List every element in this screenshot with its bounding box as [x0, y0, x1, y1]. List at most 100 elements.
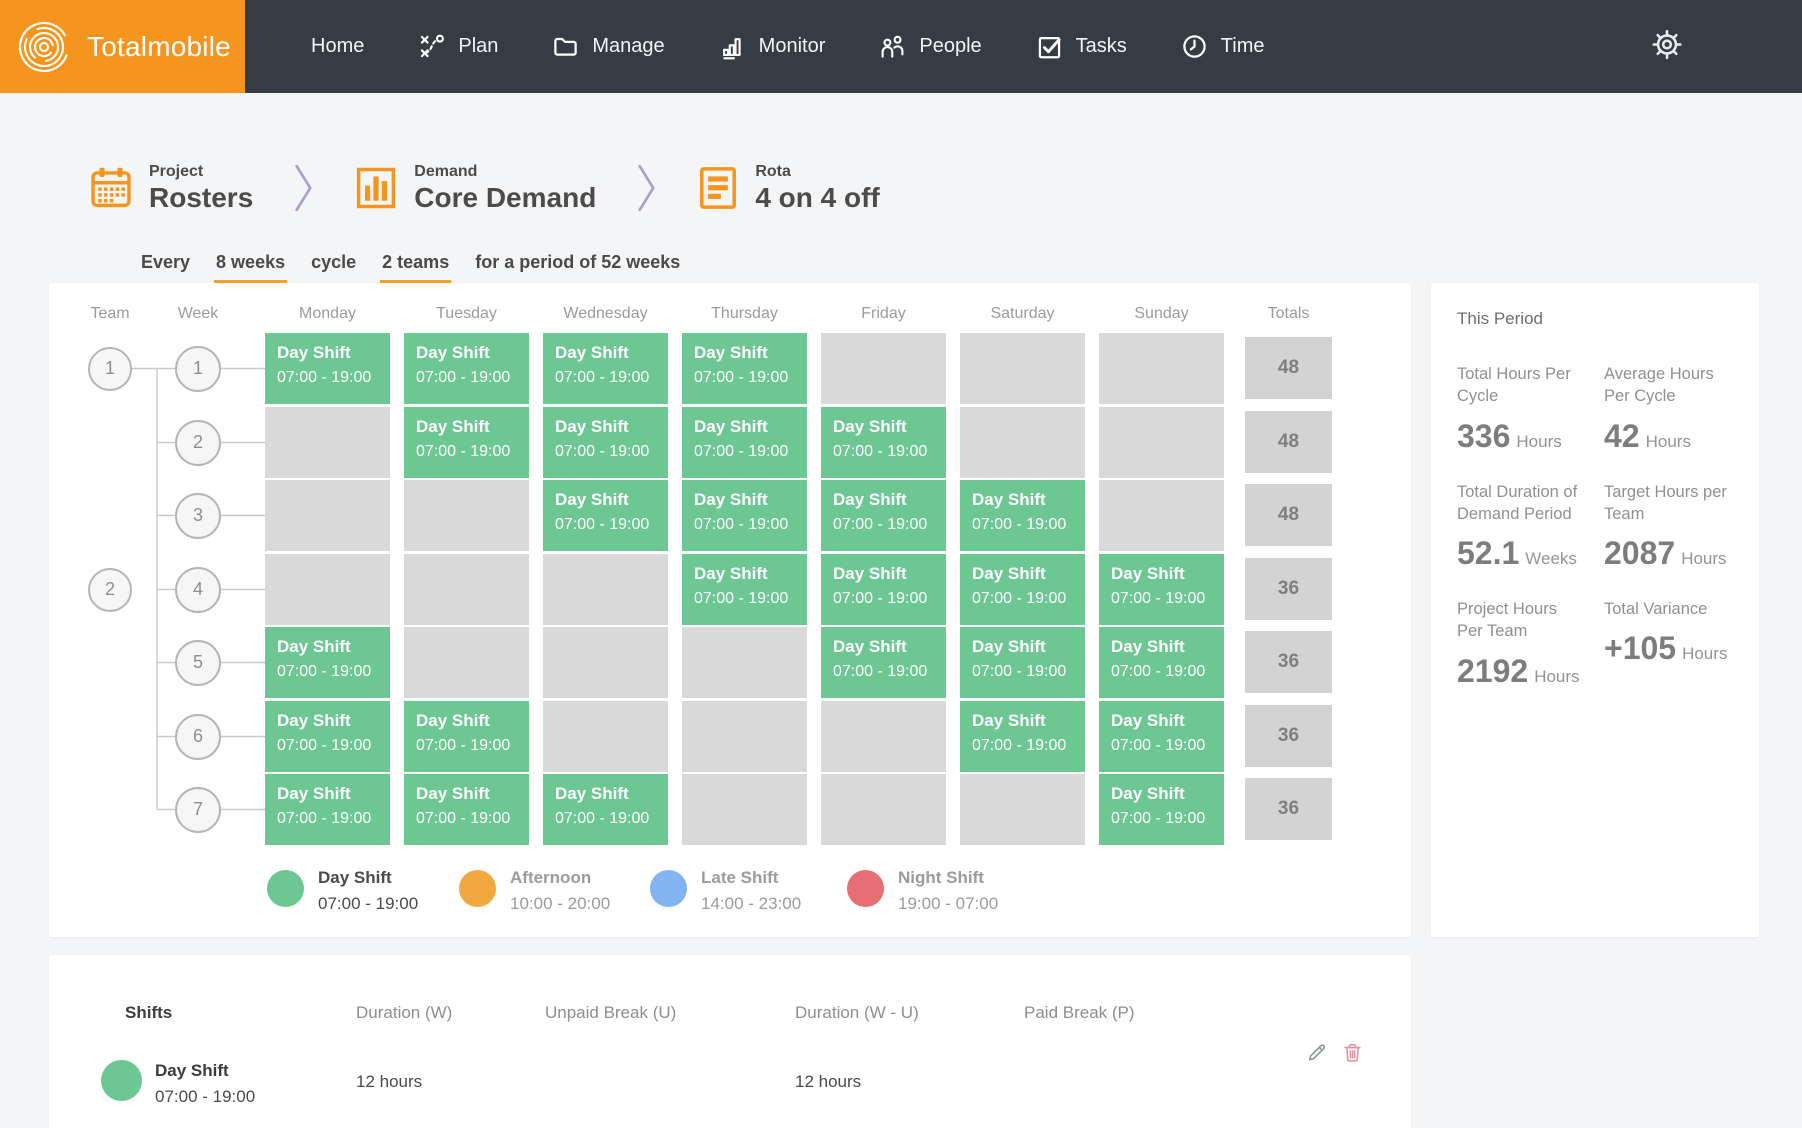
empty-cell[interactable]: [682, 774, 807, 845]
stat-total-duration-demand-period: Total Duration of Demand Period 52.1 Week…: [1457, 481, 1586, 573]
legend-time: 10:00 - 20:00: [510, 894, 611, 913]
shift-cell[interactable]: Day Shift 07:00 - 19:00: [265, 701, 390, 772]
shift-cell[interactable]: Day Shift 07:00 - 19:00: [265, 627, 390, 698]
shift-cell-time: 07:00 - 19:00: [1111, 590, 1206, 607]
week-circle-1[interactable]: 1: [175, 345, 221, 392]
nav-label-plan: Plan: [458, 35, 499, 57]
nav-item-time[interactable]: Time: [1181, 33, 1264, 60]
shift-cell[interactable]: Day Shift 07:00 - 19:00: [960, 480, 1085, 551]
nav-item-monitor[interactable]: Monitor: [719, 33, 826, 60]
shift-cell-time: 07:00 - 19:00: [833, 516, 928, 533]
settings-button[interactable]: [1650, 27, 1684, 66]
empty-cell[interactable]: [682, 627, 807, 698]
empty-cell[interactable]: [265, 480, 390, 551]
empty-cell[interactable]: [960, 774, 1085, 845]
legend-item-day-shift[interactable]: Day Shift 07:00 - 19:00: [267, 868, 418, 914]
shift-cell-time: 07:00 - 19:00: [416, 369, 511, 386]
breadcrumb-project[interactable]: Project Rosters: [90, 163, 253, 214]
cycle-teams-value[interactable]: 2 teams: [380, 252, 452, 285]
shift-cell[interactable]: Day Shift 07:00 - 19:00: [404, 333, 529, 404]
shift-cell[interactable]: Day Shift 07:00 - 19:00: [960, 627, 1085, 698]
empty-cell[interactable]: [265, 407, 390, 478]
shift-cell[interactable]: Day Shift 07:00 - 19:00: [404, 407, 529, 478]
week-circle-4[interactable]: 4: [175, 566, 221, 613]
shift-cell[interactable]: Day Shift 07:00 - 19:00: [821, 480, 946, 551]
team-circle-1[interactable]: 1: [88, 346, 132, 391]
breadcrumb-demand[interactable]: Demand Core Demand: [355, 163, 596, 214]
shift-cell[interactable]: Day Shift 07:00 - 19:00: [265, 333, 390, 404]
empty-cell[interactable]: [404, 554, 529, 625]
demand-chart-icon: [357, 167, 396, 209]
empty-cell[interactable]: [1099, 333, 1224, 404]
late-shift-legend-dot: [650, 870, 687, 907]
legend-item-night-shift[interactable]: Night Shift 19:00 - 07:00: [847, 868, 998, 914]
shift-cell[interactable]: Day Shift 07:00 - 19:00: [543, 333, 668, 404]
empty-cell[interactable]: [821, 701, 946, 772]
main-menu: Home Plan Manage: [311, 33, 1264, 60]
shift-cell-name: Day Shift: [555, 343, 629, 362]
brand-logo[interactable]: Totalmobile: [0, 0, 245, 93]
legend-time: 19:00 - 07:00: [898, 894, 999, 913]
shift-cell[interactable]: Day Shift 07:00 - 19:00: [543, 407, 668, 478]
shift-cell[interactable]: Day Shift 07:00 - 19:00: [821, 407, 946, 478]
shift-cell[interactable]: Day Shift 07:00 - 19:00: [404, 701, 529, 772]
shift-color-dot: [101, 1060, 142, 1101]
nav-label-monitor: Monitor: [758, 35, 826, 57]
empty-cell[interactable]: [543, 701, 668, 772]
nav-item-home[interactable]: Home: [311, 35, 364, 58]
shift-cell-time: 07:00 - 19:00: [833, 590, 928, 607]
breadcrumb-demand-category: Demand: [414, 162, 478, 180]
unpaid-break-column-header: Unpaid Break (U): [545, 1003, 677, 1022]
shift-cell[interactable]: Day Shift 07:00 - 19:00: [960, 554, 1085, 625]
delete-shift-button[interactable]: [1341, 1041, 1364, 1069]
nav-item-people[interactable]: People: [879, 33, 982, 60]
empty-cell[interactable]: [960, 407, 1085, 478]
empty-cell[interactable]: [960, 333, 1085, 404]
empty-cell[interactable]: [404, 627, 529, 698]
shift-cell-time: 07:00 - 19:00: [1111, 810, 1206, 827]
week-circle-5[interactable]: 5: [175, 639, 221, 686]
column-header-sunday: Sunday: [1134, 305, 1189, 322]
shift-cell[interactable]: Day Shift 07:00 - 19:00: [543, 774, 668, 845]
shift-cell[interactable]: Day Shift 07:00 - 19:00: [543, 480, 668, 551]
shift-cell[interactable]: Day Shift 07:00 - 19:00: [682, 407, 807, 478]
shift-cell-name: Day Shift: [555, 784, 629, 803]
nav-item-tasks[interactable]: Tasks: [1036, 33, 1127, 60]
nav-item-manage[interactable]: Manage: [552, 33, 665, 60]
calendar-icon: [91, 167, 131, 208]
shift-duration-w: 12 hours: [356, 1072, 423, 1091]
empty-cell[interactable]: [265, 554, 390, 625]
shift-cell[interactable]: Day Shift 07:00 - 19:00: [682, 480, 807, 551]
shift-cell[interactable]: Day Shift 07:00 - 19:00: [960, 701, 1085, 772]
shift-cell[interactable]: Day Shift 07:00 - 19:00: [682, 333, 807, 404]
nav-item-plan[interactable]: Plan: [418, 33, 498, 60]
empty-cell[interactable]: [1099, 480, 1224, 551]
shift-cell[interactable]: Day Shift 07:00 - 19:00: [1099, 774, 1224, 845]
empty-cell[interactable]: [404, 480, 529, 551]
legend-item-late-shift[interactable]: Late Shift 14:00 - 23:00: [650, 868, 801, 914]
week-circle-7[interactable]: 7: [175, 786, 221, 833]
shift-cell[interactable]: Day Shift 07:00 - 19:00: [682, 554, 807, 625]
week-circle-2[interactable]: 2: [175, 419, 221, 466]
week-total: 48: [1245, 411, 1332, 473]
team-circle-2[interactable]: 2: [88, 567, 132, 612]
empty-cell[interactable]: [821, 774, 946, 845]
shift-cell[interactable]: Day Shift 07:00 - 19:00: [404, 774, 529, 845]
empty-cell[interactable]: [682, 701, 807, 772]
shift-cell[interactable]: Day Shift 07:00 - 19:00: [1099, 554, 1224, 625]
week-circle-6[interactable]: 6: [175, 713, 221, 760]
empty-cell[interactable]: [1099, 407, 1224, 478]
legend-item-afternoon[interactable]: Afternoon 10:00 - 20:00: [459, 868, 610, 914]
shift-cell[interactable]: Day Shift 07:00 - 19:00: [265, 774, 390, 845]
shift-cell[interactable]: Day Shift 07:00 - 19:00: [821, 554, 946, 625]
week-circle-3[interactable]: 3: [175, 492, 221, 539]
breadcrumb-rota[interactable]: Rota 4 on 4 off: [698, 163, 880, 214]
empty-cell[interactable]: [821, 333, 946, 404]
empty-cell[interactable]: [543, 627, 668, 698]
shift-cell[interactable]: Day Shift 07:00 - 19:00: [1099, 701, 1224, 772]
shift-cell[interactable]: Day Shift 07:00 - 19:00: [1099, 627, 1224, 698]
shift-cell[interactable]: Day Shift 07:00 - 19:00: [821, 627, 946, 698]
cycle-length-value[interactable]: 8 weeks: [214, 252, 288, 285]
empty-cell[interactable]: [543, 554, 668, 625]
edit-shift-button[interactable]: [1305, 1041, 1328, 1069]
